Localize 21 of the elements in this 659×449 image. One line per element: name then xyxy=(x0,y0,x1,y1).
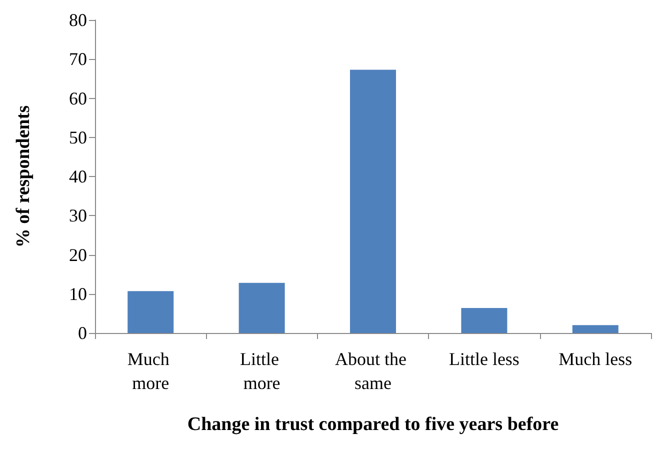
bar xyxy=(238,282,285,333)
bar xyxy=(350,70,396,333)
x-tick-label: About the same xyxy=(335,349,411,393)
x-axis-title: Change in trust compared to five years before xyxy=(187,414,559,435)
y-tick-label: 60 xyxy=(69,88,87,108)
bar xyxy=(128,291,174,333)
y-tick-label: 70 xyxy=(69,49,87,70)
y-tick-label: 30 xyxy=(69,206,87,226)
y-tick-label: 20 xyxy=(69,244,87,265)
bar xyxy=(572,325,618,333)
x-tick-label: Little less xyxy=(448,349,520,369)
y-tick-label: 50 xyxy=(69,127,87,148)
y-tick-label: 40 xyxy=(69,166,87,186)
y-axis-title: % of respondents xyxy=(13,105,34,248)
y-tick-label: 80 xyxy=(69,10,87,30)
x-tick-label: Much more xyxy=(127,349,174,393)
x-tick-label: Much less xyxy=(558,349,632,369)
bar xyxy=(461,308,508,333)
x-tick-label: Little more xyxy=(240,349,284,393)
y-tick-label: 0 xyxy=(78,323,87,343)
y-tick-label: 10 xyxy=(69,284,87,304)
